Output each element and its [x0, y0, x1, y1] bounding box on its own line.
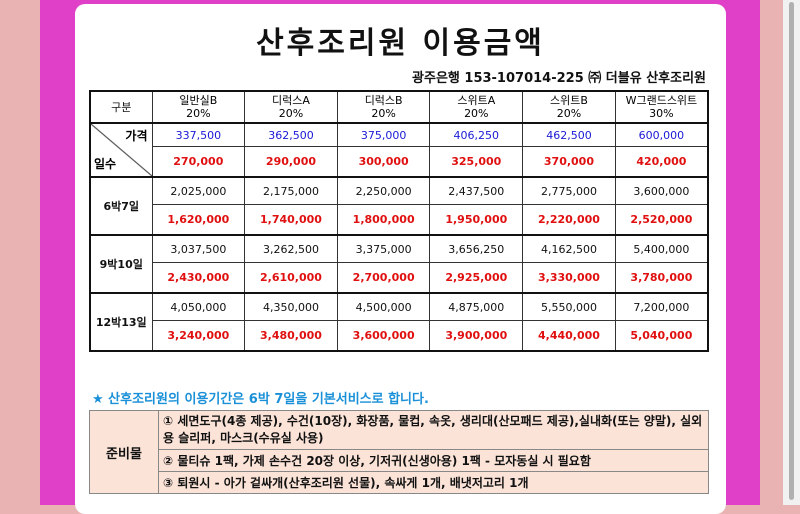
regular-price: 3,037,500 — [151, 234, 246, 263]
period-sale-row: 2,430,000 2,610,000 2,700,000 2,925,000 … — [90, 262, 709, 294]
sale-price: 3,900,000 — [429, 320, 524, 352]
sale-price: 3,600,000 — [336, 320, 431, 352]
supplies-item: ② 물티슈 1팩, 가제 손수건 20장 이상, 기저귀(신생아용) 1팩 - … — [158, 449, 709, 472]
sale-price: 2,220,000 — [522, 204, 616, 236]
regular-price: 4,050,000 — [151, 292, 246, 321]
header-row: 구분 일반실B 20% 디럭스A 20% 디럭스B 20% 스위트A 20% 스위트B 2… — [89, 90, 709, 124]
price-sheet: 산후조리원 이용금액 광주은행 153-107014-225 ㈜ 더블유 산후조… — [75, 4, 726, 514]
sale-price: 2,430,000 — [151, 262, 246, 294]
sale-price: 2,700,000 — [336, 262, 431, 294]
room-header: 일반실B 20% — [151, 90, 246, 124]
sale-price: 3,330,000 — [522, 262, 616, 294]
bank-account-info: 광주은행 153-107014-225 ㈜ 더블유 산후조리원 — [412, 71, 706, 86]
room-header: 스위트A 20% — [429, 90, 524, 124]
supplies-label: 준비물 — [89, 410, 159, 494]
supplies-item: ① 세면도구(4종 제공), 수건(10장), 화장품, 물컵, 속옷, 생리대… — [158, 410, 709, 450]
room-name: 스위트A — [457, 94, 496, 107]
regular-price: 2,250,000 — [336, 176, 431, 205]
diagonal-header-cell: 가격 일수 — [89, 122, 153, 178]
regular-price: 4,875,000 — [429, 292, 524, 321]
sale-price: 4,440,000 — [522, 320, 616, 352]
scrollbar-thumb[interactable] — [789, 2, 794, 500]
service-notice: ★ 산후조리원의 이용기간은 6박 7일을 기본서비스로 합니다. — [92, 392, 429, 407]
room-header: 디럭스B 20% — [336, 90, 431, 124]
sale-price: 2,520,000 — [614, 204, 709, 236]
regular-price: 4,162,500 — [522, 234, 616, 263]
room-discount: 20% — [186, 107, 211, 120]
daily-sale-row: 270,000 290,000 300,000 325,000 370,000 … — [90, 146, 709, 178]
sale-price: 1,800,000 — [336, 204, 431, 236]
sale-price: 3,240,000 — [151, 320, 246, 352]
regular-price: 2,775,000 — [522, 176, 616, 205]
period-regular-row: 6박7일 2,025,000 2,175,000 2,250,000 2,437… — [89, 176, 709, 236]
room-name: W그랜드스위트 — [625, 94, 698, 107]
regular-price: 3,600,000 — [614, 176, 709, 205]
sale-price: 1,620,000 — [151, 204, 246, 236]
daily-price: 337,500 — [151, 122, 246, 147]
price-axis-label: 가격 — [125, 129, 148, 143]
regular-price: 4,500,000 — [336, 292, 431, 321]
regular-price: 7,200,000 — [614, 292, 709, 321]
daily-sale-price: 370,000 — [522, 146, 616, 178]
daily-price-row: 가격 일수 337,500 362,500 375,000 406,250 46… — [89, 122, 709, 178]
regular-price: 2,175,000 — [244, 176, 338, 205]
sale-price: 1,740,000 — [244, 204, 338, 236]
daily-sale-price: 300,000 — [336, 146, 431, 178]
period-sale-row: 1,620,000 1,740,000 1,800,000 1,950,000 … — [90, 204, 709, 236]
page-title: 산후조리원 이용금액 — [256, 26, 545, 61]
price-table: 구분 일반실B 20% 디럭스A 20% 디럭스B 20% 스위트A 20% 스위트B 2… — [89, 90, 709, 352]
supplies-item: ③ 퇴원시 - 아가 겉싸개(산후조리원 선물), 속싸게 1개, 배냇저고리 … — [158, 471, 709, 494]
sale-price: 1,950,000 — [429, 204, 524, 236]
room-discount: 20% — [371, 107, 396, 120]
room-header: 디럭스A 20% — [244, 90, 338, 124]
daily-price: 375,000 — [336, 122, 431, 147]
period-label: 12박13일 — [89, 292, 153, 352]
room-discount: 20% — [556, 107, 582, 120]
supplies-table: 준비물 ① 세면도구(4종 제공), 수건(10장), 화장품, 물컵, 속옷,… — [89, 410, 709, 494]
room-name: 스위트B — [550, 94, 588, 107]
daily-price: 462,500 — [522, 122, 616, 147]
daily-price: 406,250 — [429, 122, 524, 147]
period-label: 6박7일 — [89, 176, 153, 236]
daily-sale-price: 290,000 — [244, 146, 338, 178]
regular-price: 3,375,000 — [336, 234, 431, 263]
room-name: 디럭스A — [272, 94, 310, 107]
period-regular-row: 12박13일 4,050,000 4,350,000 4,500,000 4,8… — [89, 292, 709, 352]
room-discount: 20% — [464, 107, 489, 120]
regular-price: 5,550,000 — [522, 292, 616, 321]
corner-header: 구분 — [89, 90, 153, 124]
regular-price: 5,400,000 — [614, 234, 709, 263]
daily-sale-price: 270,000 — [151, 146, 246, 178]
sale-price: 3,780,000 — [614, 262, 709, 294]
sale-price: 2,925,000 — [429, 262, 524, 294]
room-name: 디럭스B — [364, 94, 403, 107]
room-name: 일반실B — [179, 94, 218, 107]
daily-price: 362,500 — [244, 122, 338, 147]
sale-price: 2,610,000 — [244, 262, 338, 294]
room-header: W그랜드스위트 30% — [614, 90, 709, 124]
daily-sale-price: 325,000 — [429, 146, 524, 178]
room-discount: 20% — [278, 107, 304, 120]
sale-price: 3,480,000 — [244, 320, 338, 352]
room-header: 스위트B 20% — [522, 90, 616, 124]
period-regular-row: 9박10일 3,037,500 3,262,500 3,375,000 3,65… — [89, 234, 709, 294]
scrollbar[interactable] — [783, 0, 800, 505]
regular-price: 3,262,500 — [244, 234, 338, 263]
room-discount: 30% — [649, 107, 674, 120]
regular-price: 4,350,000 — [244, 292, 338, 321]
daily-price: 600,000 — [614, 122, 709, 147]
period-label: 9박10일 — [89, 234, 153, 294]
regular-price: 2,025,000 — [151, 176, 246, 205]
regular-price: 2,437,500 — [429, 176, 524, 205]
days-axis-label: 일수 — [94, 157, 117, 171]
regular-price: 3,656,250 — [429, 234, 524, 263]
sale-price: 5,040,000 — [614, 320, 709, 352]
period-sale-row: 3,240,000 3,480,000 3,600,000 3,900,000 … — [90, 320, 709, 352]
daily-sale-price: 420,000 — [614, 146, 709, 178]
